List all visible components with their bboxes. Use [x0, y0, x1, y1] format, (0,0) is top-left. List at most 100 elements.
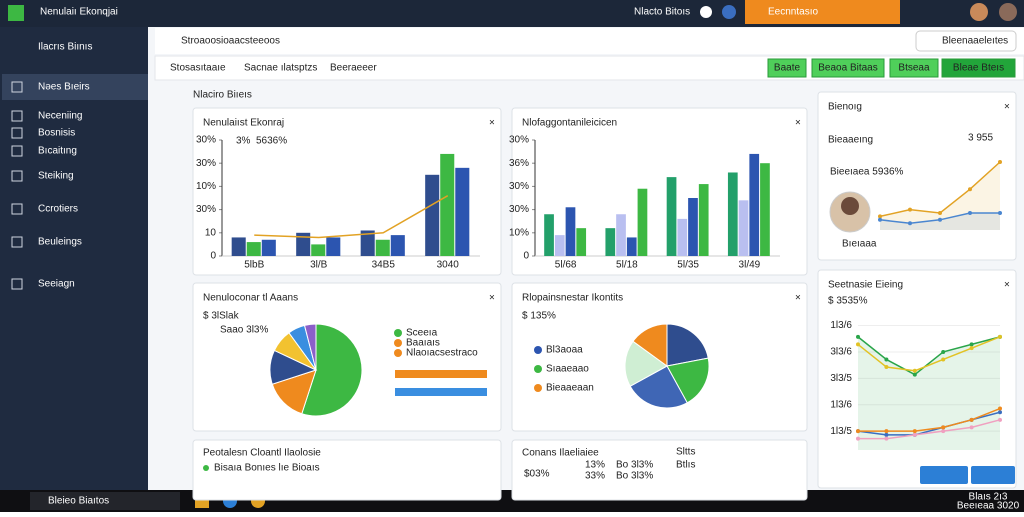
taskbar-search-text[interactable]: Bleieo Biaıtos	[48, 496, 109, 507]
pie-slice	[666, 357, 710, 404]
point	[998, 334, 1002, 339]
taskbar-search[interactable]	[30, 492, 180, 510]
legend-dot	[534, 384, 542, 392]
tab[interactable]: Stosasıtaaıe	[170, 63, 226, 74]
chart-title: Seetnasie Eieing	[828, 280, 903, 291]
point	[884, 436, 889, 441]
sidebar-item[interactable]: Ccrotiers	[38, 204, 78, 215]
chart-title: Rlopainsnestar Ikontits	[522, 293, 623, 304]
legend-dot	[394, 339, 402, 347]
sidebar-item[interactable]: Neceniing	[38, 111, 82, 122]
card-title: Peotalesn Cloantl Ilaolosie	[203, 448, 321, 459]
search-text[interactable]: Bleenaaeleıtes	[942, 36, 1008, 47]
button[interactable]	[767, 58, 807, 78]
avatar[interactable]	[970, 3, 988, 21]
button-label[interactable]: Baate	[774, 63, 801, 74]
card-title: Conans Ilaeliaiee	[522, 448, 599, 459]
x-tick-label: 3l/49	[739, 260, 761, 271]
pie-slice	[301, 323, 363, 417]
legend-label: Sceeıa	[406, 328, 438, 339]
bar	[576, 228, 587, 256]
point	[912, 372, 917, 377]
search-box[interactable]	[745, 0, 900, 24]
sidebar-item[interactable]: Nəes Bıeirs	[38, 82, 90, 93]
sidebar-item[interactable]: Beuleings	[38, 237, 82, 248]
annotation: 3 955	[968, 133, 993, 144]
sidebar-icon	[11, 110, 23, 122]
point	[856, 334, 860, 339]
point	[998, 211, 1002, 215]
sidebar-item[interactable]: Bosnisis	[38, 128, 75, 139]
point	[998, 410, 1002, 415]
card	[817, 269, 1017, 489]
avatar[interactable]	[999, 3, 1017, 21]
sidebar-item[interactable]: Steiking	[38, 171, 74, 182]
bar	[738, 200, 749, 256]
button[interactable]	[811, 58, 885, 78]
button-label[interactable]: Bleae Bteıs	[953, 63, 1004, 74]
point	[969, 342, 974, 347]
sidebar-icon	[11, 127, 23, 139]
legend-label: Bl3aoaa	[546, 345, 583, 356]
button[interactable]	[920, 466, 968, 484]
close-icon[interactable]: ×	[489, 293, 495, 304]
y-tick-label: 0	[210, 251, 216, 262]
chart-title: Nenulaiıst Ekonraj	[203, 118, 284, 129]
sidebar-icon	[11, 81, 23, 93]
point	[941, 349, 946, 354]
button-label[interactable]: Btseaa	[898, 63, 930, 74]
line	[254, 195, 449, 239]
pie-slice	[624, 340, 668, 387]
point	[969, 417, 974, 422]
legend-bar	[395, 388, 487, 396]
bar	[425, 174, 440, 256]
line	[858, 407, 1001, 432]
tab-title[interactable]: Stroaoosioaacsteeoos	[181, 36, 280, 47]
bar	[565, 207, 576, 256]
annotation: Saao 3l3%	[220, 325, 268, 336]
bar	[616, 214, 626, 256]
tab[interactable]: Beeraeeer	[330, 63, 377, 74]
close-icon[interactable]: ×	[1004, 102, 1010, 113]
button-label[interactable]: Beaoa Bitaas	[818, 63, 878, 74]
close-icon[interactable]: ×	[489, 118, 495, 129]
bar	[360, 230, 375, 256]
card-text: Sltts	[676, 447, 695, 458]
point	[968, 187, 972, 192]
y-tick-label: 30%	[509, 181, 529, 192]
y-tick-label: 36%	[509, 158, 529, 169]
search-field[interactable]	[915, 30, 1017, 52]
clock: Beeıeaa 3020	[957, 501, 1020, 512]
button[interactable]	[941, 58, 1016, 78]
pie-slice	[666, 323, 709, 367]
line	[858, 419, 1001, 440]
icon[interactable]	[722, 5, 736, 19]
legend-dot	[394, 349, 402, 357]
bar	[326, 237, 341, 256]
legend-label: Sıaaeaao	[546, 364, 589, 375]
line	[857, 336, 1001, 376]
y-tick-label: 10%	[509, 227, 529, 238]
y-tick-label: 3l3/5	[830, 373, 852, 384]
sidebar-icon	[11, 145, 23, 157]
y-tick-label: 1l3/6	[830, 399, 852, 410]
bar	[605, 228, 616, 256]
tab[interactable]: Sacnae ılatsptzs	[244, 63, 317, 74]
sidebar-item[interactable]: Bıcaitıng	[38, 146, 77, 157]
point	[884, 357, 889, 362]
close-icon[interactable]: ×	[795, 118, 801, 129]
account[interactable]: Nlacto Bitoıs	[634, 7, 690, 18]
legend-dot	[203, 465, 209, 471]
icon[interactable]	[700, 6, 712, 18]
sidebar-icon	[11, 170, 23, 182]
search-text[interactable]: Eecnntasıo	[768, 7, 818, 18]
clock: Blaıs 2ı3	[969, 492, 1008, 503]
close-icon[interactable]: ×	[1004, 280, 1010, 291]
button[interactable]	[889, 58, 939, 78]
annotation: Bieeıaea 5936%	[830, 167, 904, 178]
button[interactable]	[971, 466, 1015, 484]
close-icon[interactable]: ×	[795, 293, 801, 304]
x-tick-label: 5lbB	[244, 260, 264, 271]
legend-dot	[534, 346, 542, 354]
sidebar-item[interactable]: Seeiagn	[38, 279, 75, 290]
